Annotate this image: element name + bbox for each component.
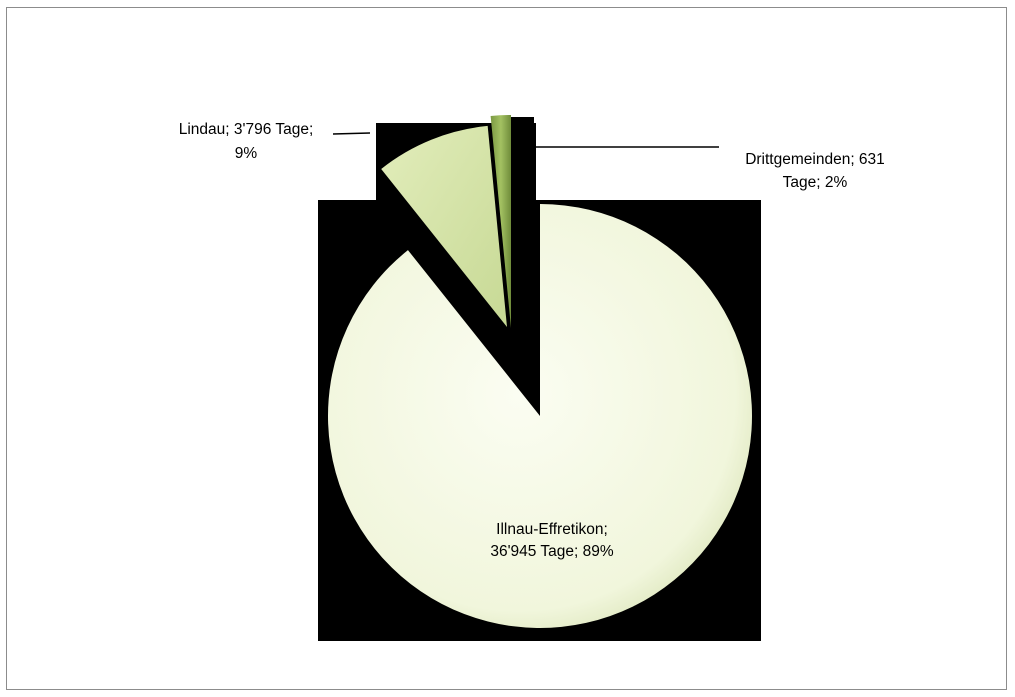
slice-illnau-effretikon	[327, 204, 752, 628]
data-label-lindau-line-2: 9%	[235, 145, 258, 162]
data-label-illnau-effretikon-line-1: Illnau-Effretikon;	[496, 521, 608, 538]
data-label-illnau-effretikon: Illnau-Effretikon; 36'945 Tage; 89%	[490, 521, 614, 560]
leader-line-lindau	[332, 132, 371, 135]
slice-drittgemeinden	[490, 115, 511, 328]
data-labels: Illnau-Effretikon; 36'945 Tage; 89% Lindau…	[179, 121, 885, 560]
slice-lindau	[381, 125, 507, 328]
data-label-lindau: Lindau; 3'796 Tage; 9%	[179, 121, 314, 162]
data-label-drittgemeinden: Drittgemeinden; 631 Tage; 2%	[745, 151, 885, 191]
pie-slices	[327, 115, 752, 628]
data-label-lindau-line-1: Lindau; 3'796 Tage;	[179, 121, 314, 138]
data-label-illnau-effretikon-line-2: 36'945 Tage; 89%	[490, 543, 614, 560]
leader-lines	[332, 132, 719, 148]
data-label-drittgemeinden-line-1: Drittgemeinden; 631	[745, 151, 885, 168]
data-label-drittgemeinden-line-2: Tage; 2%	[783, 174, 848, 191]
